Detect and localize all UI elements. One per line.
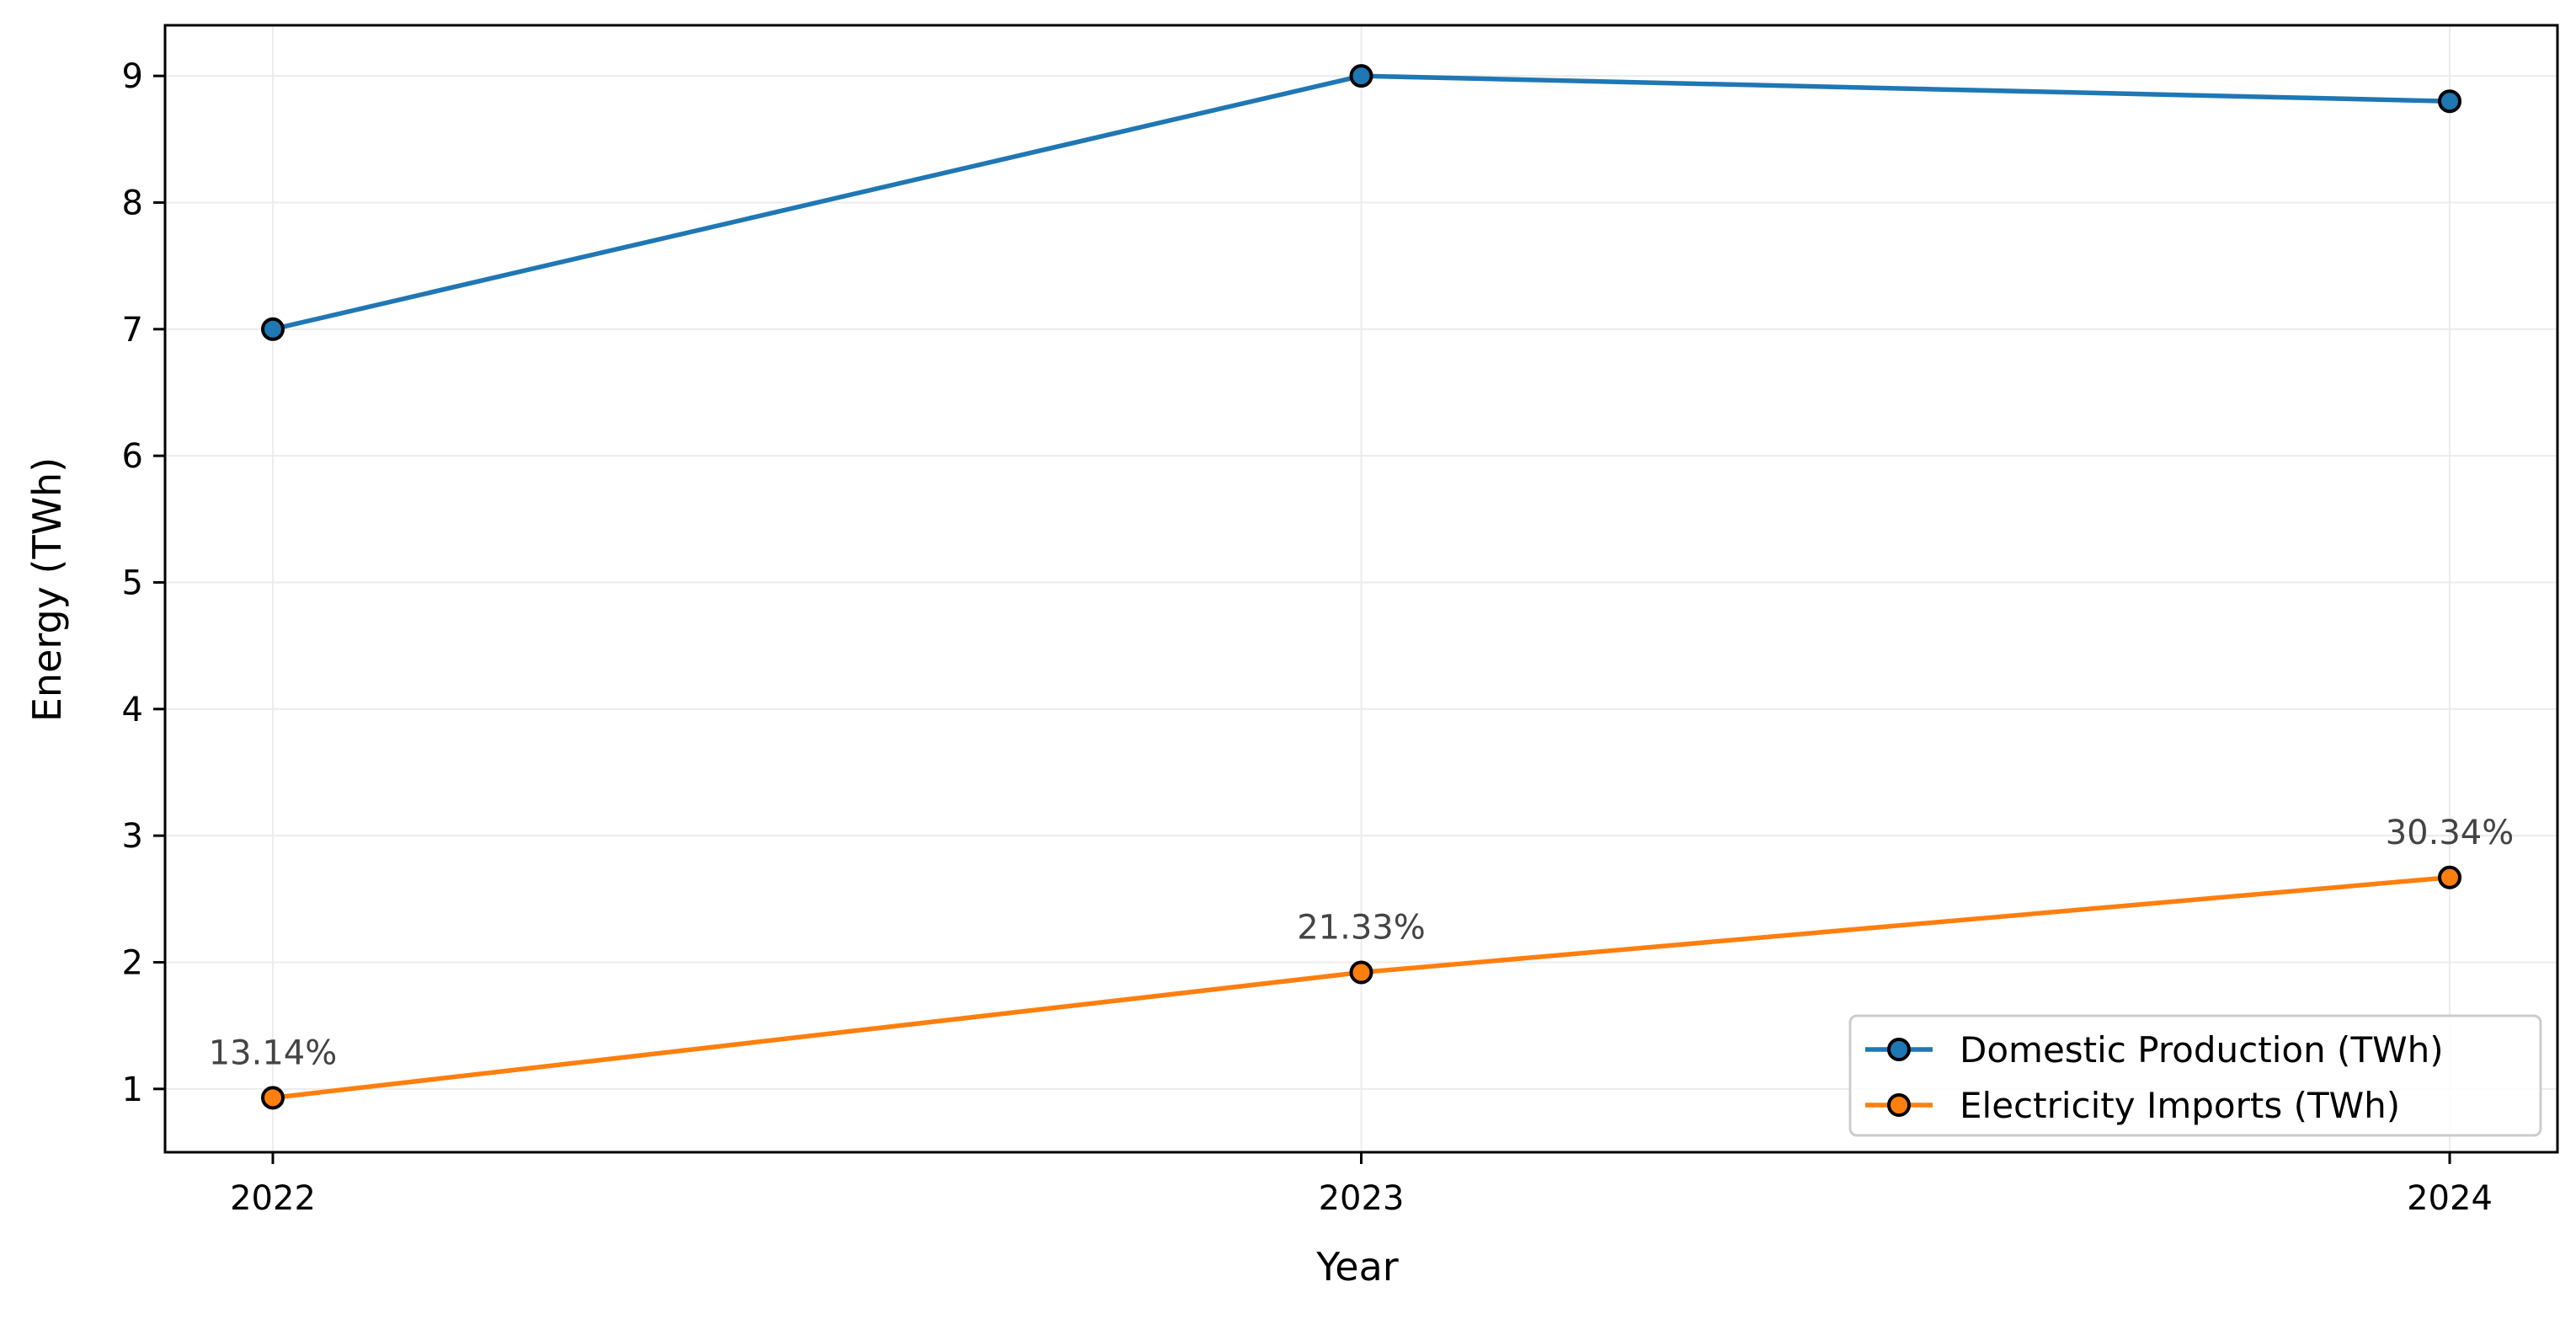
x-tick-label: 2023: [1319, 1179, 1405, 1218]
data-labels: 13.14% 21.33% 30.34%: [209, 814, 2515, 1073]
data-label: 30.34%: [2386, 814, 2515, 852]
legend-marker: [1887, 1093, 1911, 1117]
data-label: 13.14%: [209, 1033, 338, 1072]
x-tick-label: 2024: [2407, 1179, 2493, 1218]
legend-box: [1848, 1014, 2542, 1137]
y-tick-label: 5: [122, 563, 143, 602]
data-point: [1349, 64, 1373, 88]
y-tick-label: 3: [122, 817, 143, 856]
legend-label: Electricity Imports (TWh): [1960, 1085, 2400, 1126]
data-point: [1349, 960, 1373, 985]
legend: Domestic Production (TWh) Electricity Imp…: [1848, 1014, 2542, 1137]
x-axis-title: Year: [1315, 1244, 1398, 1290]
series-group: [261, 64, 2461, 1110]
y-tick-label: 1: [122, 1071, 143, 1109]
data-label: 21.33%: [1297, 909, 1426, 948]
y-tick-label: 8: [122, 184, 143, 222]
data-point: [261, 317, 285, 341]
data-point: [261, 1086, 285, 1110]
legend-marker: [1887, 1038, 1911, 1061]
y-tick-label: 4: [122, 691, 143, 729]
x-tick-label: 2022: [230, 1179, 316, 1218]
data-point: [2438, 89, 2461, 114]
y-axis-title: Energy (TWh): [24, 457, 70, 722]
plot-frame: [163, 24, 2559, 1154]
data-point: [2438, 865, 2461, 889]
y-tick-label: 2: [122, 943, 143, 982]
y-tick-label: 9: [122, 57, 143, 96]
y-tick-label: 6: [122, 437, 143, 476]
legend-label: Domestic Production (TWh): [1960, 1029, 2444, 1071]
axes: 1 2 3 4 5 6 7 8 9 2022 2023 2024: [122, 24, 2559, 1218]
y-tick-label: 7: [122, 311, 143, 350]
